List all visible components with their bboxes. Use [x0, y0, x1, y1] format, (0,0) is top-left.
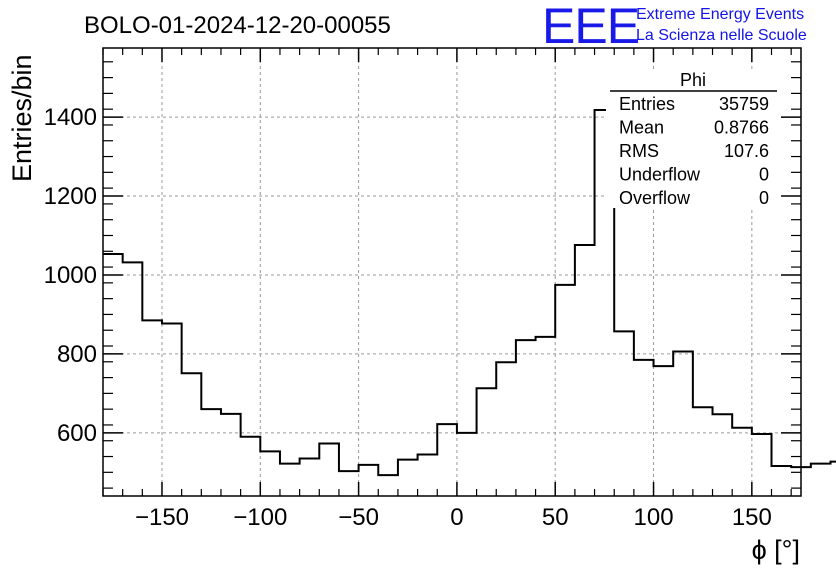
x-tick-label: −100	[233, 504, 287, 531]
stats-value: 0.8766	[714, 118, 769, 138]
histogram-bin	[398, 460, 418, 496]
histogram-bin	[811, 464, 831, 496]
x-tick-label: 100	[634, 504, 674, 531]
stats-label: Underflow	[619, 165, 701, 185]
y-tick-labels: 600 800 1000 1200 1400	[44, 104, 97, 447]
stats-value: 0	[759, 188, 769, 208]
histogram-bin	[339, 471, 359, 496]
y-tick-label: 800	[57, 341, 97, 368]
x-tick-label: −50	[338, 504, 379, 531]
y-tick-label: 600	[57, 420, 97, 447]
histogram-bin	[555, 285, 575, 496]
histogram-bin	[260, 451, 280, 496]
histogram-outline	[103, 108, 836, 477]
histogram-bin	[830, 462, 836, 496]
histogram-bin	[713, 414, 733, 496]
stats-rows: Entries 35759 Mean 0.8766 RMS 107.6 Underflow 0…	[619, 94, 769, 208]
histogram-bin	[142, 320, 162, 496]
stats-box-name: Phi	[680, 70, 706, 90]
histogram-bin	[103, 254, 123, 496]
histogram-bin	[732, 428, 752, 496]
histogram-bin	[123, 262, 143, 496]
stats-label: Mean	[619, 118, 664, 138]
eee-logo: EEE Extreme Energy Events La Scienza nel…	[542, 0, 807, 54]
x-tick-label: 0	[450, 504, 463, 531]
y-tick-label: 1400	[44, 104, 97, 131]
stats-label: RMS	[619, 141, 659, 161]
logo-line-2: La Scienza nelle Scuole	[636, 27, 807, 44]
histogram-bin	[477, 388, 497, 496]
histogram-bin	[378, 475, 398, 496]
histogram-bin	[201, 409, 221, 496]
histogram-bin	[162, 324, 182, 496]
histogram-bin	[693, 407, 713, 496]
histogram-bin	[654, 366, 674, 496]
plot-frame	[102, 47, 802, 497]
histogram-bin	[614, 331, 634, 496]
axis-ticks	[102, 48, 801, 496]
chart-title: BOLO-01-2024-12-20-00055	[84, 12, 391, 39]
histogram-bin	[182, 373, 202, 496]
histogram-bin	[418, 455, 438, 496]
y-tick-label: 1000	[44, 262, 97, 289]
stats-box-background	[606, 70, 781, 208]
stats-value: 0	[759, 165, 769, 185]
x-tick-label: 150	[732, 504, 772, 531]
histogram-bin	[496, 362, 516, 496]
x-tick-label: −150	[135, 504, 189, 531]
y-tick-label: 1200	[44, 183, 97, 210]
logo-mark: EEE	[542, 0, 639, 54]
histogram-bin	[359, 465, 379, 496]
histogram-bin	[536, 337, 556, 496]
histogram-bin	[319, 444, 339, 496]
stats-box: Phi Entries 35759 Mean 0.8766 RMS 107.6 Underf…	[606, 70, 781, 208]
histogram-bin	[457, 433, 477, 496]
histogram-bin	[752, 434, 772, 496]
x-tick-labels: −150 −100 −50 0 50 100 150	[135, 504, 772, 531]
histogram-bin	[437, 424, 457, 496]
histogram-series	[103, 108, 836, 496]
stats-value: 107.6	[724, 141, 769, 161]
histogram-bin	[241, 437, 261, 496]
stats-label: Entries	[619, 94, 675, 114]
stats-label: Overflow	[619, 188, 691, 208]
histogram-bin	[575, 245, 595, 496]
histogram-bin	[300, 459, 320, 496]
x-tick-label: 50	[542, 504, 569, 531]
histogram-bin	[772, 466, 792, 496]
y-axis-title: Entries/bin	[7, 54, 37, 182]
stats-value: 35759	[719, 94, 769, 114]
histogram-bin	[516, 340, 536, 496]
x-axis-title: ϕ [°]	[752, 535, 800, 565]
histogram-bin	[221, 414, 241, 496]
histogram-bin	[673, 352, 693, 496]
histogram-bin	[634, 360, 654, 496]
histogram-bin	[280, 464, 300, 496]
logo-line-1: Extreme Energy Events	[636, 6, 804, 23]
